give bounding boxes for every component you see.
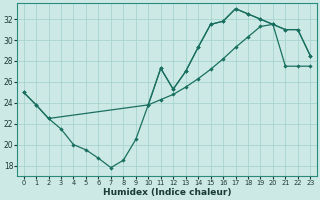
X-axis label: Humidex (Indice chaleur): Humidex (Indice chaleur)	[103, 188, 231, 197]
